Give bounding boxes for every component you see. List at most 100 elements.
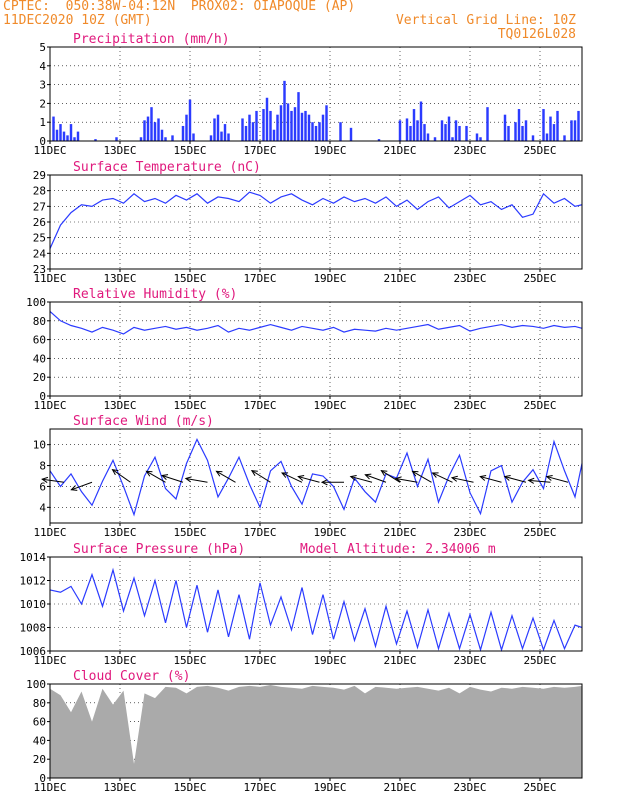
wind-arrow-shaft bbox=[412, 470, 432, 483]
precip-bar bbox=[157, 118, 160, 141]
precip-bar bbox=[272, 129, 276, 141]
humidity-xtick-label: 11DEC bbox=[33, 399, 66, 412]
precip-frame bbox=[49, 46, 583, 142]
humidity-panel: 0 20 40 60 80 100 11DEC 13DEC 15DEC 17DEC 19DEC 21D… bbox=[26, 287, 583, 412]
wind-ytick-label: 10 bbox=[33, 439, 46, 452]
precip-bar bbox=[545, 133, 549, 141]
precip-bar bbox=[223, 124, 227, 141]
precip-bar bbox=[241, 118, 244, 141]
precip-bar bbox=[542, 109, 545, 141]
temp-ytick-label: 28 bbox=[33, 185, 46, 198]
precip-bar bbox=[458, 125, 461, 141]
humidity-ytick-label: 0 bbox=[39, 390, 46, 403]
precip-bar bbox=[227, 133, 230, 141]
wind-arrow-head bbox=[111, 468, 119, 476]
precip-bar bbox=[73, 137, 76, 141]
wind-arrow-shaft bbox=[381, 470, 401, 483]
cloud-title: Cloud Cover (%) bbox=[73, 669, 190, 684]
cloud-frame bbox=[49, 683, 583, 779]
wind-arrow-head bbox=[394, 476, 402, 483]
precip-bar bbox=[55, 129, 59, 141]
precip-bar bbox=[150, 107, 153, 141]
wind-arrow-head bbox=[281, 472, 289, 478]
wind-arrow-shaft bbox=[395, 477, 418, 483]
temp-xtick-label: 13DEC bbox=[103, 272, 136, 285]
humidity-xtick-label: 17DEC bbox=[243, 399, 276, 412]
pressure-xtick-label: 23DEC bbox=[453, 654, 486, 667]
precip-xtick-label: 17DEC bbox=[243, 144, 276, 157]
wind-panel: 4 6 8 10 11DEC 13DEC 15DEC 17DEC 19DEC 21DEC 23DEC… bbox=[33, 414, 583, 539]
precip-ytick-label: 2 bbox=[39, 97, 46, 110]
header-grid-info: Vertical Grid Line: 10Z bbox=[395, 13, 576, 28]
wind-arrow bbox=[479, 474, 502, 483]
temp-xtick-label: 25DEC bbox=[523, 272, 556, 285]
wind-xtick-label: 15DEC bbox=[173, 526, 206, 539]
precip-bar bbox=[181, 125, 185, 141]
precip-bar bbox=[563, 135, 566, 141]
wind-arrow-head bbox=[479, 474, 487, 481]
pressure-xtick-label: 13DEC bbox=[103, 654, 136, 667]
humidity-ytick-label: 100 bbox=[26, 296, 46, 309]
precip-bar bbox=[290, 110, 293, 141]
humidity-frame bbox=[49, 301, 583, 397]
wind-arrow bbox=[503, 474, 527, 483]
precip-bar bbox=[248, 114, 251, 141]
precip-bar bbox=[444, 124, 447, 141]
precip-bar bbox=[279, 105, 283, 141]
precip-bar bbox=[188, 99, 192, 141]
wind-arrow bbox=[215, 470, 236, 483]
precip-title: Precipitation (mm/h) bbox=[73, 32, 230, 47]
precip-bar bbox=[349, 127, 353, 141]
precip-bar bbox=[276, 114, 279, 141]
cloud-ytick-label: 40 bbox=[33, 734, 46, 747]
temp-ytick-label: 26 bbox=[33, 216, 46, 229]
precip-bar bbox=[398, 120, 402, 141]
wind-arrow-head bbox=[380, 469, 388, 476]
precip-bar bbox=[216, 114, 220, 141]
precip-bar bbox=[164, 137, 167, 141]
humidity-title: Relative Humidity (%) bbox=[73, 287, 237, 302]
precip-bar bbox=[115, 137, 118, 141]
wind-arrow-shaft bbox=[161, 474, 184, 483]
humidity-ytick-label: 20 bbox=[33, 371, 46, 384]
pressure-ytick-label: 1014 bbox=[20, 551, 47, 564]
temp-ytick-label: 25 bbox=[33, 232, 46, 245]
cloud-xtick-label: 13DEC bbox=[103, 781, 136, 794]
wind-arrow-shaft bbox=[251, 470, 271, 483]
cloud-xtick-label: 25DEC bbox=[523, 781, 556, 794]
precip-bar bbox=[213, 118, 216, 141]
precip-bar bbox=[549, 116, 552, 141]
wind-arrow-head bbox=[160, 474, 169, 480]
wind-arrow-head bbox=[215, 470, 223, 477]
pressure-panel: 1006 1008 1010 1012 1014 11DEC 13DEC 15DEC 17DEC… bbox=[20, 542, 583, 667]
precip-bar bbox=[416, 120, 419, 141]
temp-xtick-label: 21DEC bbox=[383, 272, 416, 285]
humidity-xtick-label: 23DEC bbox=[453, 399, 486, 412]
cloud-xtick-label: 11DEC bbox=[33, 781, 66, 794]
precip-bar bbox=[451, 137, 454, 141]
humidity-xtick-label: 19DEC bbox=[313, 399, 346, 412]
pressure-xtick-label: 11DEC bbox=[33, 654, 66, 667]
wind-arrow-shaft bbox=[112, 469, 131, 483]
temp-xtick-label: 17DEC bbox=[243, 272, 276, 285]
wind-arrow-shaft bbox=[480, 476, 502, 483]
header-station: CPTEC: 050:38W-04:12N PROX02: OIAPOQUE (… bbox=[3, 0, 356, 14]
precip-bar bbox=[419, 101, 423, 141]
precip-bar bbox=[52, 116, 55, 141]
wind-arrow bbox=[320, 479, 344, 486]
humidity-xtick-label: 13DEC bbox=[103, 399, 136, 412]
wind-arrow-head bbox=[320, 479, 328, 486]
cloud-xtick-label: 17DEC bbox=[243, 781, 276, 794]
precip-bar bbox=[304, 110, 307, 141]
wind-arrow-shaft bbox=[216, 470, 236, 483]
wind-xtick-label: 19DEC bbox=[313, 526, 346, 539]
cloud-area bbox=[50, 684, 582, 778]
wind-line bbox=[49, 438, 583, 517]
header-date: 11DEC2020 10Z (GMT) bbox=[3, 13, 152, 28]
wind-arrow bbox=[145, 470, 166, 483]
precip-bar bbox=[475, 133, 479, 141]
precip-bar bbox=[447, 116, 451, 141]
precip-ytick-label: 3 bbox=[39, 79, 46, 92]
precip-bar bbox=[192, 133, 195, 141]
